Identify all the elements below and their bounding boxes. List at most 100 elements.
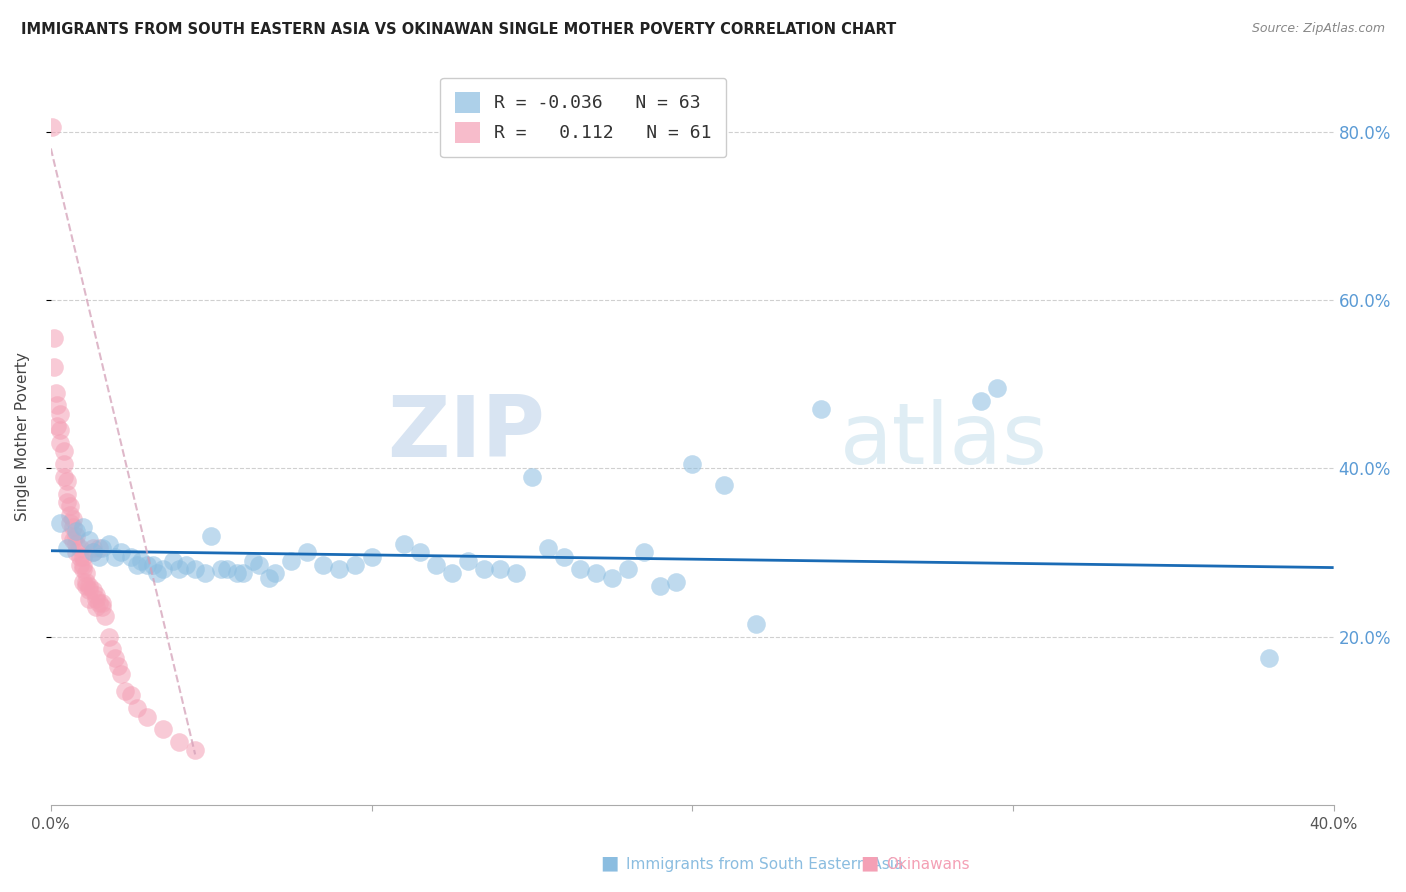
- Point: [56, 486, 79, 500]
- Point: [69, 549, 91, 564]
- Point: [62, 512, 84, 526]
- Point: [360, 549, 382, 564]
- Point: [59, 499, 82, 513]
- Point: [174, 558, 197, 572]
- Point: [200, 528, 222, 542]
- Point: [82, 583, 104, 598]
- Point: [569, 562, 592, 576]
- Point: [110, 667, 132, 681]
- Point: [65, 537, 87, 551]
- Point: [91, 541, 114, 556]
- Point: [194, 566, 217, 581]
- Point: [312, 558, 335, 572]
- Point: [62, 520, 84, 534]
- Point: [79, 533, 101, 547]
- Point: [129, 554, 152, 568]
- Text: ■: ■: [860, 854, 879, 872]
- Point: [104, 650, 127, 665]
- Point: [713, 478, 735, 492]
- Point: [145, 566, 167, 581]
- Point: [247, 558, 270, 572]
- Point: [617, 562, 640, 576]
- Point: [52, 469, 75, 483]
- Point: [328, 562, 350, 576]
- Point: [810, 402, 832, 417]
- Point: [75, 579, 97, 593]
- Point: [69, 541, 91, 556]
- Point: [52, 457, 75, 471]
- Text: Okinawans: Okinawans: [886, 857, 969, 872]
- Point: [152, 722, 174, 736]
- Point: [681, 457, 703, 471]
- Point: [46, 398, 69, 412]
- Text: Immigrants from South Eastern Asia: Immigrants from South Eastern Asia: [626, 857, 903, 872]
- Point: [75, 566, 97, 581]
- Point: [42, 331, 65, 345]
- Point: [72, 562, 94, 576]
- Point: [84, 587, 107, 601]
- Point: [257, 571, 280, 585]
- Point: [136, 558, 159, 572]
- Point: [69, 558, 91, 572]
- Text: Source: ZipAtlas.com: Source: ZipAtlas.com: [1251, 22, 1385, 36]
- Point: [408, 545, 430, 559]
- Point: [488, 562, 510, 576]
- Point: [100, 642, 122, 657]
- Point: [91, 596, 114, 610]
- Point: [59, 508, 82, 522]
- Point: [84, 591, 107, 606]
- Point: [59, 516, 82, 530]
- Point: [41, 120, 63, 135]
- Point: [184, 562, 207, 576]
- Point: [232, 566, 254, 581]
- Point: [82, 545, 104, 559]
- Point: [152, 562, 174, 576]
- Point: [650, 579, 672, 593]
- Point: [49, 436, 72, 450]
- Point: [75, 574, 97, 589]
- Y-axis label: Single Mother Poverty: Single Mother Poverty: [15, 352, 30, 521]
- Point: [97, 537, 120, 551]
- Point: [217, 562, 239, 576]
- Point: [167, 562, 190, 576]
- Point: [52, 444, 75, 458]
- Point: [520, 469, 543, 483]
- Point: [87, 596, 110, 610]
- Point: [120, 689, 142, 703]
- Point: [242, 554, 264, 568]
- Point: [42, 360, 65, 375]
- Text: atlas: atlas: [839, 399, 1047, 482]
- Point: [184, 743, 207, 757]
- Point: [72, 574, 94, 589]
- Text: ZIP: ZIP: [387, 392, 544, 475]
- Point: [344, 558, 367, 572]
- Point: [297, 545, 319, 559]
- Point: [94, 608, 117, 623]
- Point: [59, 528, 82, 542]
- Point: [392, 537, 415, 551]
- Point: [65, 545, 87, 559]
- Point: [82, 545, 104, 559]
- Point: [225, 566, 247, 581]
- Text: ■: ■: [600, 854, 619, 872]
- Point: [46, 419, 69, 434]
- Point: [91, 600, 114, 615]
- Point: [440, 566, 463, 581]
- Point: [162, 554, 184, 568]
- Point: [87, 541, 110, 556]
- Point: [65, 528, 87, 542]
- Point: [136, 709, 159, 723]
- Legend: R = -0.036   N = 63, R =   0.112   N = 61: R = -0.036 N = 63, R = 0.112 N = 61: [440, 78, 727, 157]
- Point: [49, 424, 72, 438]
- Point: [107, 659, 129, 673]
- Point: [45, 385, 67, 400]
- Point: [585, 566, 607, 581]
- Point: [114, 684, 136, 698]
- Point: [79, 591, 101, 606]
- Point: [505, 566, 527, 581]
- Point: [472, 562, 495, 576]
- Point: [72, 558, 94, 572]
- Point: [280, 554, 302, 568]
- Point: [72, 549, 94, 564]
- Point: [120, 549, 142, 564]
